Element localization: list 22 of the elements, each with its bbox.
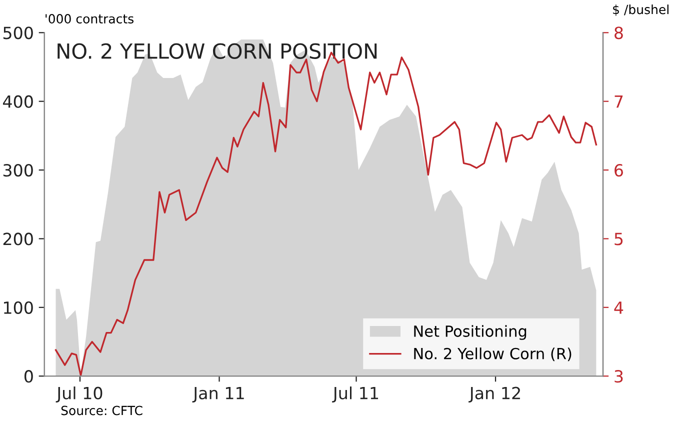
x-tick-label: Jul 11: [332, 386, 378, 403]
x-tick-label: Jul 10: [56, 386, 102, 403]
chart-title: NO. 2 YELLOW CORN POSITION: [58, 43, 377, 59]
y2-tick-label: 3: [614, 370, 623, 383]
y2-tick-label: 8: [614, 26, 623, 40]
source-note: Source: CFTC: [61, 406, 142, 416]
legend-label: No. 2 Yellow Corn (R): [414, 348, 572, 362]
y2-tick-label: 6: [614, 164, 623, 177]
y-tick-label: 0: [24, 370, 33, 383]
y-tick-label: 300: [3, 164, 33, 177]
y-tick-label: 200: [3, 232, 33, 246]
x-tick-label: Jan 11: [192, 387, 244, 403]
y-axis-title: '000 contracts: [46, 14, 134, 24]
y2-tick-label: 7: [614, 96, 623, 108]
y2-tick-label: 4: [614, 302, 624, 314]
x-tick-label: Jan 12: [468, 386, 520, 403]
y-tick-label: 100: [4, 301, 33, 314]
y-tick-label: 400: [3, 95, 33, 108]
y2-tick-label: 5: [614, 232, 623, 246]
y2-axis-title: $ /bushel: [613, 4, 668, 16]
series-label: Net Positioning: [414, 325, 526, 340]
y-tick-label: 500: [3, 26, 33, 40]
